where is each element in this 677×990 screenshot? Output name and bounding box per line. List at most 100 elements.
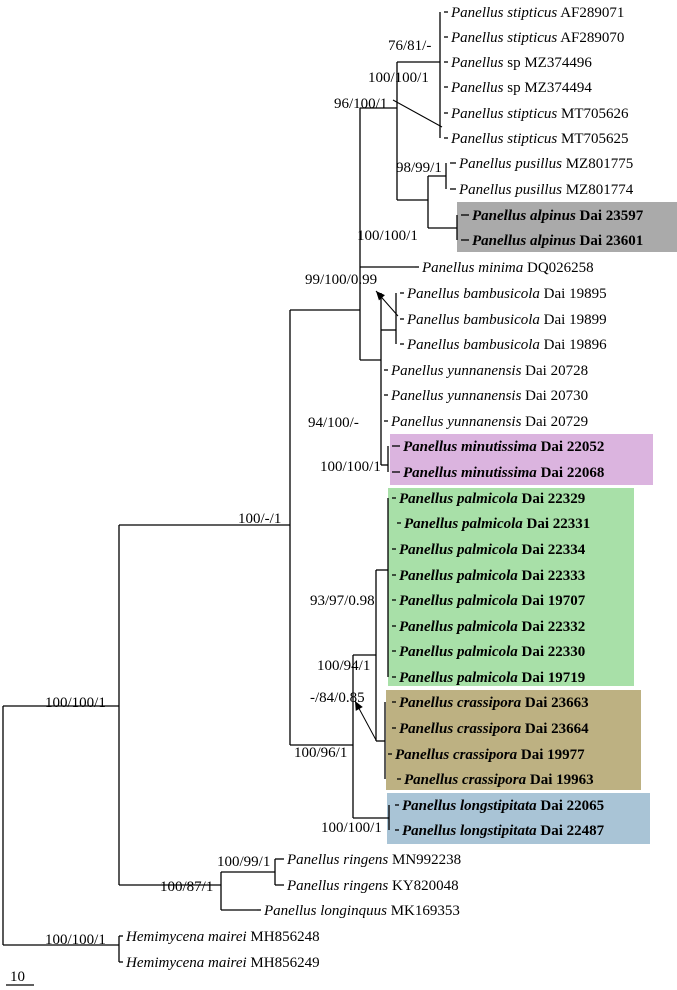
tip-voucher: Dai 20728 <box>521 363 588 379</box>
tip-label: Panellus sp MZ374496 <box>450 55 592 71</box>
tip-label: Panellus minima DQ026258 <box>421 260 594 276</box>
tip-taxon: Panellus <box>390 388 447 404</box>
tip-label: Panellus yunnanensis Dai 20729 <box>390 414 588 430</box>
tip-label: Hemimycena mairei MH856248 <box>125 929 320 945</box>
tip-voucher: Dai 20729 <box>521 414 588 430</box>
tree-branches <box>2 11 469 963</box>
highlight-crassipora <box>386 690 641 790</box>
tip-epithet: bambusicola <box>463 337 540 353</box>
tip-voucher: MZ801775 <box>562 156 633 172</box>
tip-epithet: crassipora <box>462 772 527 788</box>
tip-epithet: bambusicola <box>463 312 540 328</box>
tip-label: Panellus palmicola Dai 22333 <box>399 568 585 584</box>
support-value: 100/-/1 <box>238 511 281 527</box>
tip-taxon: Panellus <box>403 439 461 455</box>
support-value: 98/99/1 <box>396 160 442 176</box>
tip-label: Panellus pusillus MZ801775 <box>458 156 633 172</box>
tip-label: Panellus minutissima Dai 22052 <box>403 439 604 455</box>
tip-label: Panellus palmicola Dai 19707 <box>399 593 586 609</box>
tip-voucher: Dai 23664 <box>521 721 589 737</box>
tip-taxon: Panellus <box>399 695 457 711</box>
tip-label: Panellus yunnanensis Dai 20730 <box>390 388 588 404</box>
tip-voucher: Dai 22065 <box>537 798 605 814</box>
tip-voucher: Dai 19895 <box>540 286 607 302</box>
tip-taxon: Panellus <box>399 670 457 686</box>
support-value: 99/100/0.99 <box>305 272 377 288</box>
support-value: 100/100/1 <box>321 820 382 836</box>
tip-epithet: longstipitata <box>460 823 537 839</box>
tip-voucher: Dai 22329 <box>518 491 586 507</box>
tip-voucher: MT705626 <box>557 106 629 122</box>
tip-taxon: Hemimycena <box>125 955 208 971</box>
tip-voucher: MZ801774 <box>562 182 634 198</box>
tip-label: Panellus crassipora Dai 19963 <box>404 772 594 788</box>
pointer-arrowhead <box>355 701 363 711</box>
tip-voucher: AF289071 <box>557 5 624 21</box>
tip-taxon: Panellus <box>450 30 507 46</box>
tip-epithet: crassipora <box>453 747 518 763</box>
support-value: -/84/0.85 <box>310 690 365 706</box>
tip-label: Panellus stipticus MT705626 <box>450 106 629 122</box>
tip-epithet: stipticus <box>507 5 557 21</box>
tip-voucher: MK169353 <box>387 903 460 919</box>
tip-taxon: Panellus <box>402 823 460 839</box>
tip-epithet: palmicola <box>455 542 518 558</box>
tip-voucher: Dai 23663 <box>521 695 589 711</box>
tip-taxon: Panellus <box>450 80 507 96</box>
tip-voucher: Dai 22334 <box>518 542 586 558</box>
tip-label: Panellus palmicola Dai 22331 <box>404 516 590 532</box>
tip-taxon: Panellus <box>472 208 530 224</box>
scale-bar-label: 10 <box>10 969 25 985</box>
tip-epithet: palmicola <box>455 670 518 686</box>
tip-label: Panellus stipticus AF289070 <box>450 30 624 46</box>
highlight-palmicola <box>388 488 634 686</box>
tip-taxon: Hemimycena <box>125 929 208 945</box>
tip-epithet: palmicola <box>455 619 518 635</box>
tip-epithet: minima <box>478 260 523 276</box>
support-arrows <box>354 99 443 741</box>
support-value: 100/100/1 <box>45 932 106 948</box>
tip-voucher: MT705625 <box>557 131 628 147</box>
tip-taxon: Panellus <box>286 852 343 868</box>
tip-epithet: minutissima <box>461 465 537 481</box>
tip-voucher: MN992238 <box>388 852 461 868</box>
clade-highlights <box>386 202 677 844</box>
tip-taxon: Panellus <box>404 772 462 788</box>
tip-voucher: KY820048 <box>388 878 458 894</box>
tip-label: Panellus yunnanensis Dai 20728 <box>390 363 588 379</box>
tip-voucher: Dai 19719 <box>518 670 586 686</box>
tip-label: Panellus bambusicola Dai 19896 <box>406 337 607 353</box>
support-value: 94/100/- <box>308 415 359 431</box>
tip-label: Panellus alpinus Dai 23601 <box>472 233 643 249</box>
tip-voucher: Dai 22068 <box>537 465 605 481</box>
tip-epithet: mairei <box>208 955 247 971</box>
tip-epithet: yunnanensis <box>445 363 521 379</box>
tip-voucher: Dai 22333 <box>518 568 586 584</box>
tip-taxon: Panellus <box>399 644 457 660</box>
tip-voucher: Dai 19899 <box>540 312 607 328</box>
tip-taxon: Panellus <box>450 55 507 71</box>
tip-taxon: Panellus <box>404 516 462 532</box>
tip-voucher: MZ374494 <box>521 80 593 96</box>
tip-voucher: Dai 22331 <box>523 516 591 532</box>
tip-voucher: AF289070 <box>557 30 624 46</box>
tip-epithet: palmicola <box>455 568 518 584</box>
tip-epithet: minutissima <box>461 439 537 455</box>
support-value: 96/100/1 <box>334 96 387 112</box>
tip-taxon: Panellus <box>421 260 478 276</box>
tip-taxon: Panellus <box>286 878 343 894</box>
support-value: 100/96/1 <box>294 745 347 761</box>
tip-taxon: Panellus <box>263 903 320 919</box>
tip-epithet: stipticus <box>507 131 557 147</box>
tip-taxon: Panellus <box>395 747 453 763</box>
tip-label: Panellus minutissima Dai 22068 <box>403 465 604 481</box>
tip-voucher: Dai 19963 <box>526 772 594 788</box>
tip-epithet: bambusicola <box>463 286 540 302</box>
tip-epithet: alpinus <box>530 208 576 224</box>
support-value: 100/100/1 <box>357 228 418 244</box>
tip-voucher: Dai 19896 <box>540 337 607 353</box>
tip-label: Panellus longstipitata Dai 22487 <box>402 823 605 839</box>
tip-taxon: Panellus <box>406 337 463 353</box>
tip-label: Panellus sp MZ374494 <box>450 80 592 96</box>
tip-voucher: Dai 22487 <box>537 823 605 839</box>
